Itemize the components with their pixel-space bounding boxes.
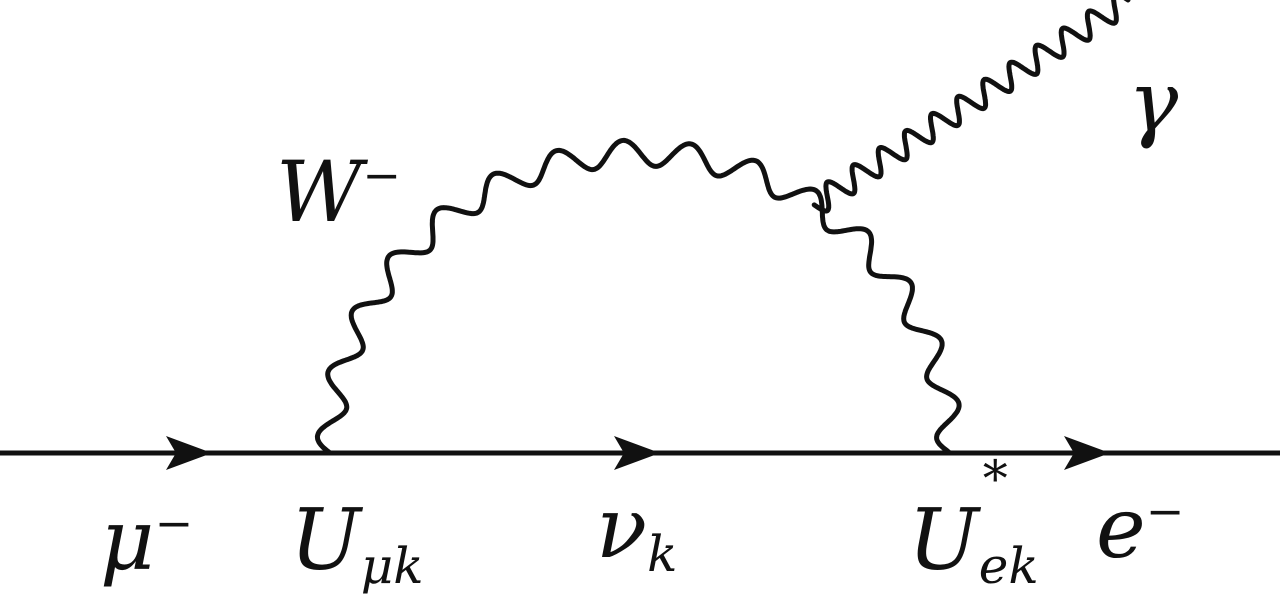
arrow-neutrino	[614, 436, 660, 470]
arrow-muon	[166, 436, 212, 470]
label-w-boson: W−	[276, 143, 401, 241]
label-vertex-left: Uμk	[290, 491, 424, 595]
label-vertex-right: U * ek	[908, 450, 1039, 595]
label-neutrino: νk	[596, 479, 678, 583]
photon-line	[811, 0, 1131, 214]
label-photon: γ	[1128, 53, 1179, 151]
label-muon: μ−	[100, 491, 194, 589]
arrow-electron	[1064, 436, 1110, 470]
label-electron: e−	[1096, 479, 1185, 577]
w-boson-line	[314, 137, 962, 456]
